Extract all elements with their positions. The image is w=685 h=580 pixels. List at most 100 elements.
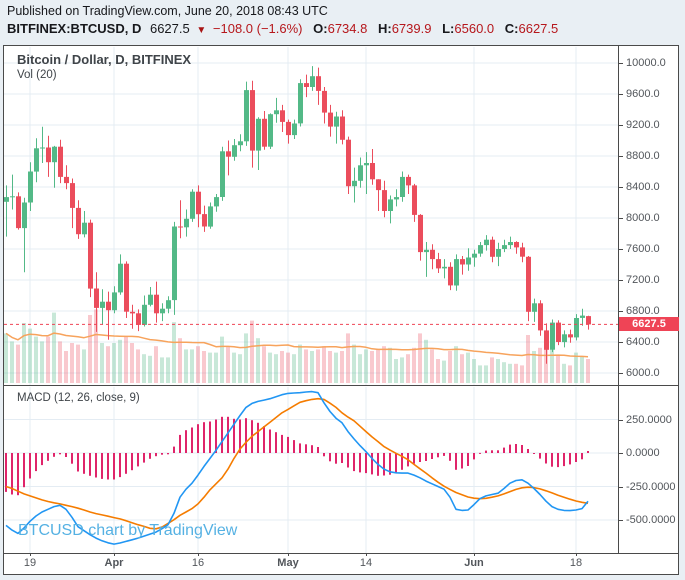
macd-histogram-bar xyxy=(95,453,97,478)
macd-histogram-bar xyxy=(281,434,283,453)
volume-bar xyxy=(418,333,422,383)
candle-body xyxy=(406,176,411,186)
macd-histogram-bar xyxy=(587,451,589,453)
volume-bar xyxy=(184,349,188,383)
volume-bar xyxy=(64,351,68,383)
macd-histogram-bar xyxy=(5,453,7,492)
macd-histogram-bar xyxy=(395,453,397,473)
open-label: O: xyxy=(313,21,328,36)
candle-body xyxy=(466,257,471,265)
macd-histogram-bar xyxy=(59,453,61,455)
macd-histogram-bar xyxy=(581,453,583,460)
volume-bar xyxy=(274,354,278,383)
candle-body xyxy=(388,199,393,211)
candle-body xyxy=(298,83,303,124)
macd-histogram-bar xyxy=(521,445,523,453)
candle-body xyxy=(124,263,129,312)
candle-body xyxy=(256,118,261,151)
macd-histogram-bar xyxy=(287,436,289,453)
volume-bar xyxy=(448,351,452,383)
macd-histogram-bar xyxy=(569,453,571,465)
macd-histogram-bar xyxy=(71,453,73,464)
time-tick-icon xyxy=(366,553,367,556)
volume-bar xyxy=(88,315,92,383)
time-axis-label: May xyxy=(277,557,299,569)
macd-histogram-bar xyxy=(461,453,463,469)
volume-bar xyxy=(562,363,566,383)
macd-histogram-bar xyxy=(431,453,433,459)
candle-body xyxy=(208,206,213,227)
candle-body xyxy=(424,249,429,253)
volume-ma-line xyxy=(5,332,589,358)
candle-body xyxy=(448,266,453,286)
candle-body xyxy=(586,316,591,325)
price-axis[interactable]: 6627.5 10000.0 9600.0 9200.0 8800.0 8400.0 80… xyxy=(618,46,679,574)
candle-body xyxy=(532,303,537,312)
time-axis[interactable]: 19 Apr 16 May 14 Jun 18 xyxy=(4,553,678,574)
macd-histogram-bar xyxy=(293,440,295,453)
price-axis-label: 6800.0 xyxy=(619,305,660,317)
candle-body xyxy=(412,185,417,215)
volume-legend: Vol (20) xyxy=(17,69,57,81)
last-price: 6627.5 xyxy=(149,21,190,36)
volume-bar xyxy=(472,359,476,383)
close-label: C: xyxy=(504,21,519,36)
macd-histogram-bar xyxy=(191,427,193,453)
high-value: 6739.9 xyxy=(391,21,432,36)
pane-separator-2 xyxy=(4,553,678,554)
candle-body xyxy=(10,196,15,198)
time-axis-label: 14 xyxy=(359,557,373,569)
candle-body xyxy=(442,266,447,269)
volume-bar xyxy=(220,336,224,383)
candle-body xyxy=(520,247,525,257)
volume-bar xyxy=(388,347,392,383)
last-price-axis-label: 6627.5 xyxy=(619,317,679,331)
candle-body xyxy=(436,259,441,269)
pane-separator-1[interactable] xyxy=(4,385,678,386)
macd-histogram-bar xyxy=(77,453,79,472)
volume-bar xyxy=(514,363,518,383)
macd-pane[interactable] xyxy=(4,387,618,553)
macd-histogram-bar xyxy=(347,453,349,468)
macd-histogram-bar xyxy=(215,419,217,453)
time-tick-icon xyxy=(30,553,31,556)
price-chart-pane[interactable] xyxy=(4,47,618,385)
down-triangle-icon: ▼ xyxy=(196,25,207,36)
axis-tick-icon xyxy=(619,279,623,281)
candle-body xyxy=(4,197,9,202)
macd-histogram-bar xyxy=(65,453,67,457)
volume-bar xyxy=(256,338,260,383)
price-axis-label: 9200.0 xyxy=(619,119,660,131)
price-axis-label: 6400.0 xyxy=(619,336,660,348)
candle-body xyxy=(328,112,333,127)
volume-bar xyxy=(214,352,218,383)
volume-bar xyxy=(118,339,122,383)
candle-body xyxy=(400,176,405,197)
candle-body xyxy=(544,330,549,350)
candle-body xyxy=(334,116,339,127)
macd-histogram-bar xyxy=(269,429,271,453)
candle-body xyxy=(94,288,99,308)
axis-tick-icon xyxy=(619,155,623,157)
volume-bar xyxy=(106,346,110,383)
published-line: Published on TradingView.com, June 20, 2… xyxy=(7,4,328,18)
tradingview-watermark-link[interactable]: BTCUSD chart by TradingView xyxy=(18,522,238,539)
volume-bar xyxy=(376,349,380,383)
candle-body xyxy=(418,214,423,253)
time-axis-label: Jun xyxy=(464,557,484,569)
volume-bar xyxy=(586,359,590,383)
volume-bar xyxy=(148,355,152,383)
candle-body xyxy=(166,300,171,309)
macd-histogram-bar xyxy=(437,453,439,458)
volume-bar xyxy=(136,349,140,383)
volume-bar xyxy=(250,320,254,383)
volume-bar xyxy=(406,354,410,383)
time-tick-icon xyxy=(198,553,199,556)
volume-bar xyxy=(370,351,374,383)
candle-body xyxy=(238,141,243,146)
macd-histogram-bar xyxy=(137,453,139,467)
candle-body xyxy=(496,249,501,257)
candle-body xyxy=(538,303,543,331)
candle-body xyxy=(472,253,477,258)
time-axis-label: 19 xyxy=(23,557,37,569)
